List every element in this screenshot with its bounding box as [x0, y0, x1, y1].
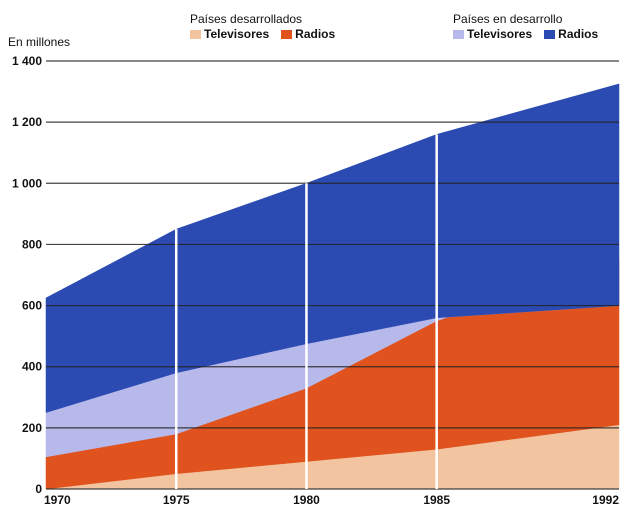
legend-developing: Países en desarrollo Televisores Radios [453, 12, 598, 41]
legend-swatch-developed-tv [190, 29, 201, 39]
legend-developing-radio-label: Radios [558, 27, 599, 41]
legend-swatch-developed-radio [281, 29, 293, 39]
legend-developed: Países desarrollados Televisores Radios [190, 12, 343, 41]
y-axis-unit-label: En millones [8, 35, 71, 49]
y-tick-label: 1 200 [12, 115, 42, 129]
y-tick-label: 400 [22, 360, 42, 374]
legend-developing-radio: Radios [544, 27, 598, 41]
legend-developed-radio-label: Radios [295, 27, 336, 41]
legend-developed-tv-label: Televisores [204, 27, 270, 41]
y-tick-label: 600 [22, 299, 42, 313]
legend-developed-title: Países desarrollados [190, 12, 303, 26]
legend-developing-title: Países en desarrollo [453, 12, 563, 26]
y-tick-label: 800 [22, 237, 42, 251]
x-tick-label: 1970 [44, 493, 71, 507]
x-tick-label: 1992 [592, 493, 619, 507]
x-tick-label: 1985 [423, 493, 450, 507]
x-tick-label: 1980 [293, 493, 320, 507]
legend-developed-tv: Televisores [190, 27, 269, 41]
y-tick-label: 1 000 [12, 176, 42, 190]
y-tick-label: 1 400 [12, 54, 42, 68]
legend-swatch-developing-radio [544, 29, 556, 39]
x-tick-label: 1975 [163, 493, 190, 507]
y-tick-label: 200 [22, 421, 42, 435]
legend-developed-radio: Radios [281, 27, 335, 41]
legend-developing-tv: Televisores [453, 27, 532, 41]
y-tick-label: 0 [35, 482, 42, 496]
legend-developing-tv-label: Televisores [467, 27, 533, 41]
legend-swatch-developing-tv [453, 29, 464, 39]
